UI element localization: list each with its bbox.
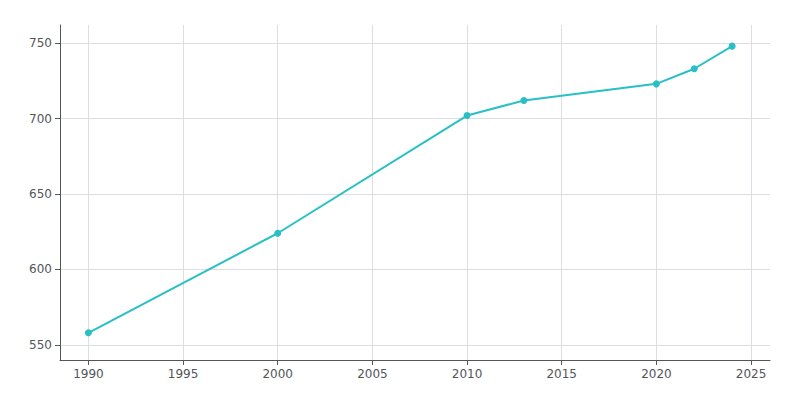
svg-text:2025: 2025	[736, 367, 767, 381]
svg-text:2015: 2015	[546, 367, 577, 381]
svg-text:550: 550	[29, 338, 52, 352]
svg-text:1990: 1990	[73, 367, 104, 381]
svg-text:2005: 2005	[357, 367, 388, 381]
svg-text:1995: 1995	[168, 367, 199, 381]
svg-text:700: 700	[29, 112, 52, 126]
svg-text:2020: 2020	[641, 367, 672, 381]
svg-text:750: 750	[29, 36, 52, 50]
svg-text:2000: 2000	[262, 367, 293, 381]
svg-text:2010: 2010	[452, 367, 483, 381]
svg-text:600: 600	[29, 262, 52, 276]
svg-text:650: 650	[29, 187, 52, 201]
